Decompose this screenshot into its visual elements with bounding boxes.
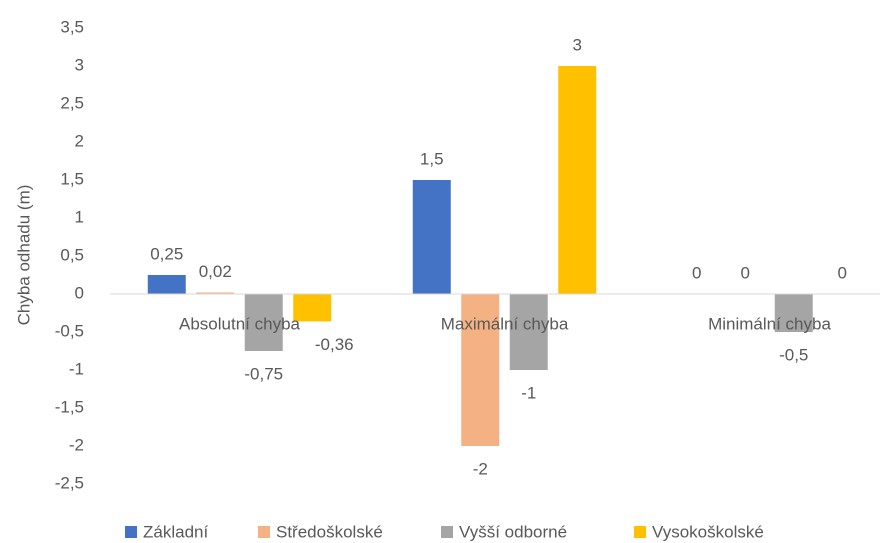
legend-label: Vyšší odborné	[459, 522, 567, 541]
bar	[244, 294, 283, 351]
data-label: -2	[473, 459, 488, 478]
data-label: 1,5	[420, 149, 444, 168]
y-tick-label: 1	[75, 207, 84, 226]
data-label: -1	[521, 383, 536, 402]
legend-swatch	[634, 526, 646, 538]
x-tick-label: Absolutní chyba	[179, 314, 301, 333]
y-tick-label: -1	[69, 359, 84, 378]
x-tick-label: Maximální chyba	[441, 314, 569, 333]
data-label: 0	[838, 263, 847, 282]
bar	[147, 275, 186, 294]
bar	[412, 180, 451, 294]
x-tick-label: Minimální chyba	[708, 314, 831, 333]
y-tick-label: 2,5	[60, 93, 84, 112]
legend-swatch	[125, 526, 137, 538]
bar	[196, 292, 235, 294]
legend-swatch	[258, 526, 270, 538]
bar	[774, 294, 813, 332]
data-label: 0	[692, 263, 701, 282]
y-tick-label: -2	[69, 435, 84, 454]
y-tick-label: 1,5	[60, 169, 84, 188]
legend-swatch	[441, 526, 453, 538]
legend-label: Vysokoškolské	[652, 522, 764, 541]
bar	[293, 294, 332, 322]
legend-label: Středoškolské	[276, 522, 383, 541]
legend-label: Základní	[143, 522, 208, 541]
y-tick-label: 2	[75, 131, 84, 150]
y-tick-label: 0,5	[60, 245, 84, 264]
bar	[461, 294, 500, 446]
y-tick-label: 3,5	[60, 17, 84, 36]
data-label: 0	[741, 263, 750, 282]
data-label: -0,75	[244, 364, 283, 383]
bar	[509, 294, 548, 370]
y-tick-label: -0,5	[55, 321, 84, 340]
y-tick-label: 3	[75, 55, 84, 74]
y-tick-label: 0	[75, 283, 84, 302]
bar	[558, 66, 597, 294]
data-label: 0,25	[150, 244, 183, 263]
y-axis-title: Chyba odhadu (m)	[14, 185, 33, 326]
y-tick-label: -2,5	[55, 473, 84, 492]
data-label: -0,5	[779, 345, 808, 364]
y-tick-label: -1,5	[55, 397, 84, 416]
data-label: 0,02	[199, 262, 232, 281]
data-label: 3	[573, 35, 582, 54]
data-label: -0,36	[315, 335, 354, 354]
